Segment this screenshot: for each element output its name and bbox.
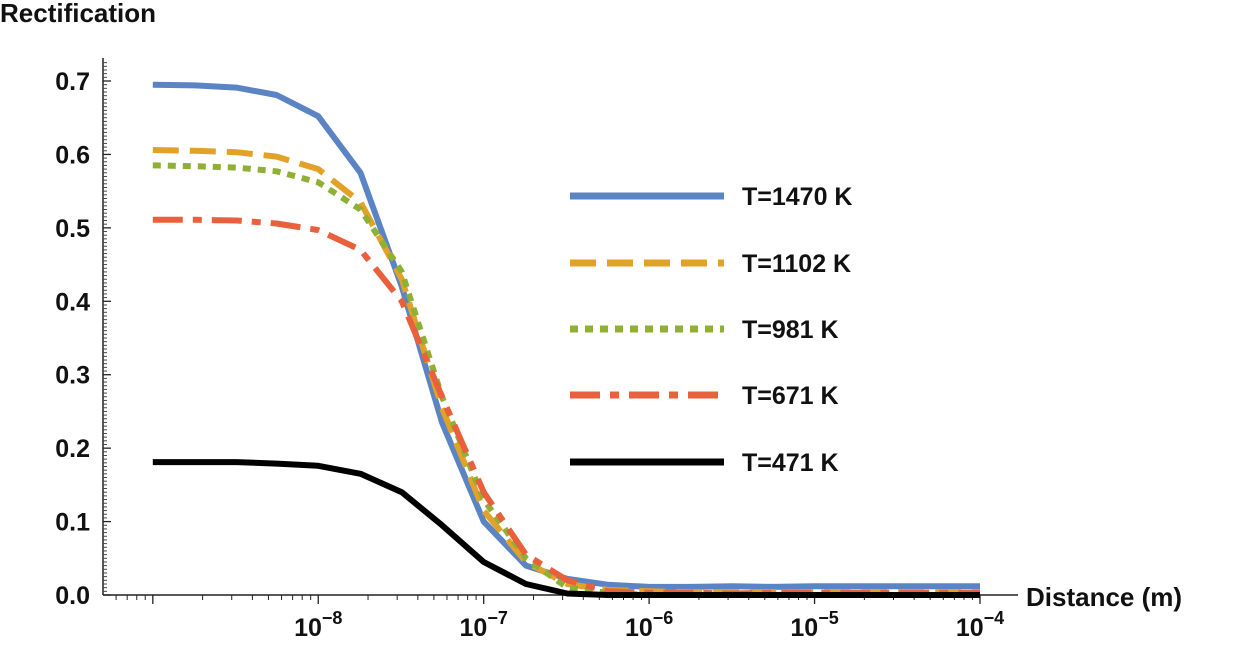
y-tick-label: 0.7 — [55, 68, 90, 96]
x-tick-label: 10−5 — [790, 608, 838, 642]
y-axis-title: Rectification — [0, 0, 156, 28]
x-axis-title: Distance (m) — [1026, 582, 1182, 612]
legend-label-3: T=981 K — [742, 316, 839, 344]
y-tick-label: 0.4 — [55, 288, 90, 316]
legend-label-2: T=1102 K — [742, 250, 851, 278]
x-tick-label: 10−8 — [294, 608, 342, 642]
y-tick-label: 0.6 — [55, 141, 90, 169]
plot-lines — [152, 81, 980, 598]
x-tick-label: 10−6 — [625, 608, 673, 642]
y-tick-label: 0.2 — [55, 435, 90, 463]
legend: T=1470 K T=1102 K T=981 K T=671 K T=471 K — [570, 183, 853, 477]
y-tick-label: 0.5 — [55, 215, 90, 243]
series-line-2 — [152, 147, 980, 596]
series-line-3 — [152, 162, 980, 598]
y-tick-label: 0.1 — [55, 509, 90, 537]
axes: 0.0 0.1 0.2 0.3 0.4 0.5 0.6 0.7 10−8 10−7 10−6 10−5… — [55, 58, 1018, 642]
series-line-5 — [152, 459, 980, 598]
y-tick-label: 0.0 — [55, 582, 90, 610]
series-line-4 — [152, 216, 980, 597]
legend-label-5: T=471 K — [742, 449, 839, 477]
legend-label-1: T=1470 K — [742, 183, 853, 211]
x-tick-label: 10−7 — [460, 608, 508, 642]
y-tick-label: 0.3 — [55, 362, 90, 390]
legend-label-4: T=671 K — [742, 382, 839, 410]
x-tick-label: 10−4 — [956, 608, 1004, 642]
series-line-1 — [152, 81, 980, 590]
